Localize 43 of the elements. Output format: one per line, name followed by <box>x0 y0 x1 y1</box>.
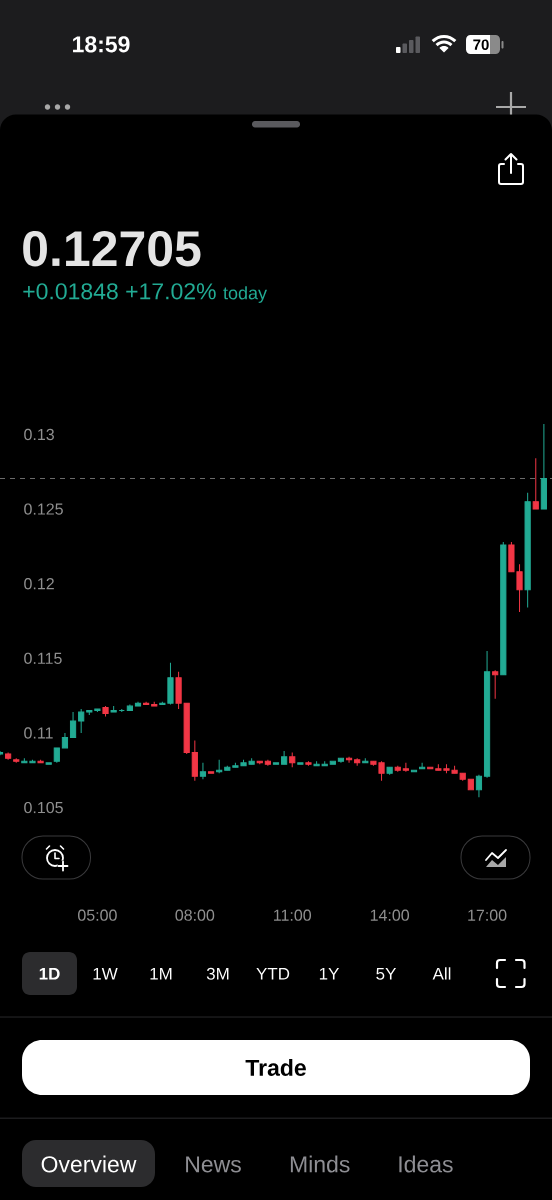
text: 3M <box>206 967 229 980</box>
candlestick <box>329 760 336 765</box>
text: Overview <box>41 1155 137 1173</box>
text: 0.12705 <box>23 230 201 267</box>
text: 18:59 <box>73 36 130 53</box>
y-tick-label: 0.125 <box>24 503 63 515</box>
candlestick <box>69 711 77 738</box>
text: All <box>432 967 451 980</box>
y-tick-label: 0.105 <box>24 801 63 814</box>
candlestick <box>199 762 207 780</box>
text: Ideas <box>399 1155 453 1173</box>
text: +0.01848 +17.02% <box>23 283 216 300</box>
y-tick-label: 0.115 <box>24 652 62 665</box>
text: News <box>186 1156 241 1173</box>
text: 5Y <box>376 967 397 980</box>
y-tick-label: 0.13 <box>24 428 54 441</box>
x-tick-label: 14:00 <box>370 909 410 921</box>
candlestick <box>475 774 483 798</box>
candlestick <box>191 739 198 782</box>
text: Trade <box>245 1059 306 1076</box>
candlestick <box>532 457 539 510</box>
candlestick <box>272 762 280 765</box>
text: 70 <box>473 39 489 50</box>
text: today <box>223 286 267 303</box>
x-tick-label: 11:00 <box>274 909 312 921</box>
text: YTD <box>256 967 290 980</box>
candlestick <box>402 762 409 773</box>
candlestick <box>78 708 85 734</box>
y-tick-label: 0.11 <box>24 727 53 739</box>
x-tick-label: 17:00 <box>468 909 507 921</box>
candlestick <box>297 762 304 765</box>
candlestick <box>492 669 499 700</box>
x-tick-label: 08:00 <box>175 909 215 921</box>
x-tick-label: 05:00 <box>78 909 117 921</box>
y-tick-label: 0.12 <box>24 578 54 590</box>
text: 1M <box>150 967 172 980</box>
candlestick <box>207 771 215 774</box>
text: 1Y <box>319 967 340 980</box>
text: Minds <box>290 1155 350 1173</box>
text: 1W <box>93 967 118 980</box>
candlestick <box>45 762 52 765</box>
candlestick <box>467 778 474 791</box>
text: 1D <box>39 967 60 980</box>
